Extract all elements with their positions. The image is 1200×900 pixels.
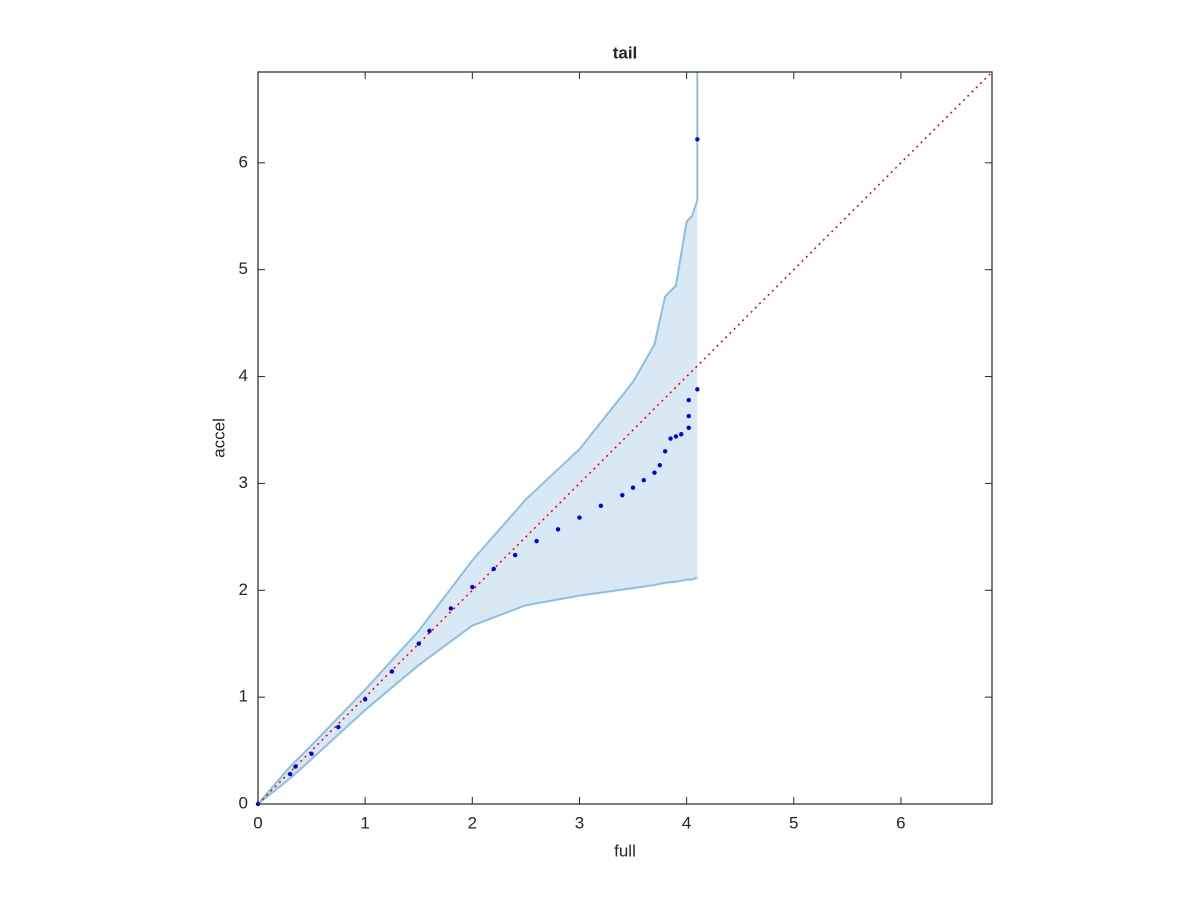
y-tick-label: 4: [239, 366, 248, 385]
x-tick-label: 0: [253, 813, 262, 832]
y-tick-label: 3: [239, 473, 248, 492]
data-point: [555, 527, 561, 532]
y-tick-label: 5: [239, 259, 248, 278]
data-point: [598, 503, 604, 509]
data-point: [668, 436, 673, 441]
y-tick-label: 6: [239, 152, 248, 171]
x-tick-label: 5: [789, 813, 798, 832]
data-point: [695, 387, 700, 392]
data-point: [362, 697, 368, 702]
data-point: [448, 606, 454, 611]
plot-frame: [257, 71, 993, 805]
band-upper: [257, 72, 699, 805]
data-point: [686, 425, 691, 431]
data-point: [336, 724, 341, 730]
data-point: [534, 538, 539, 544]
data-point: [309, 751, 314, 756]
x-tick-label: 3: [575, 813, 584, 832]
confidence-band: [258, 72, 698, 804]
data-point: [287, 771, 293, 777]
data-point: [662, 449, 668, 454]
data-point: [652, 470, 657, 475]
x-tick-label: 2: [468, 813, 477, 832]
band-lower: [257, 576, 698, 805]
data-point: [620, 492, 625, 498]
data-point: [427, 628, 432, 634]
data-point: [673, 434, 679, 439]
data-point: [577, 515, 582, 520]
data-point: [686, 413, 691, 419]
data-point: [389, 669, 395, 674]
data-point: [416, 641, 421, 646]
data-point: [679, 432, 684, 437]
x-tick-label: 4: [682, 813, 691, 832]
data-point: [293, 764, 298, 769]
x-tick-label: 1: [360, 813, 369, 832]
data-point: [641, 478, 646, 483]
y-tick-label: 2: [239, 580, 248, 599]
data-point: [512, 552, 518, 558]
data-point: [470, 584, 475, 590]
x-axis-label: full: [614, 841, 636, 860]
data-point: [686, 397, 691, 403]
y-tick-label: 0: [239, 793, 248, 812]
data-point: [491, 566, 496, 572]
y-tick-label: 1: [239, 687, 248, 706]
data-point: [630, 485, 636, 490]
chart-title: tail: [613, 43, 638, 62]
x-tick-label: 6: [896, 813, 905, 832]
data-point: [695, 137, 700, 142]
data-point: [657, 463, 663, 468]
y-axis-label: accel: [209, 418, 228, 458]
